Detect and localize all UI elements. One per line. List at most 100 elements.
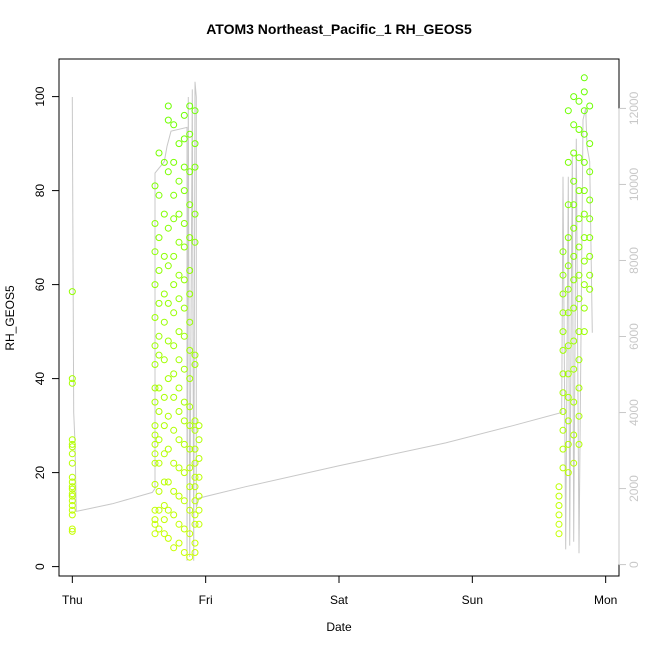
data-point [170,487,178,495]
data-point [164,262,172,270]
data-point [151,516,159,524]
data-point [151,182,159,190]
data-point [164,168,172,176]
data-point [151,480,159,488]
points-layer [68,74,594,561]
data-point [180,398,188,406]
x-tick-label: Thu [62,593,83,607]
data-point [170,426,178,434]
data-point [151,398,159,406]
data-point [68,375,76,383]
y-axis-label: RH_GEOS5 [3,285,17,351]
data-point [160,318,168,326]
data-point [570,224,578,232]
data-point [564,440,572,448]
data-point [195,473,203,481]
data-point [570,431,578,439]
data-point [164,445,172,453]
data-point [180,111,188,119]
data-point [191,351,199,359]
data-point [186,464,194,472]
x-tick-label: Sun [462,593,483,607]
data-point [586,196,594,204]
data-point [151,422,159,430]
data-point [164,102,172,110]
data-point [191,140,199,148]
data-point [586,234,594,242]
data-point [186,483,194,491]
data-point [164,375,172,383]
data-point [580,107,588,115]
y-tick-label: 0 [33,563,47,570]
data-point [191,483,199,491]
data-point [180,163,188,171]
data-point [180,469,188,477]
data-point [191,539,199,547]
data-point [191,459,199,467]
data-point [559,370,567,378]
data-point [68,497,76,505]
data-point [151,450,159,458]
data-point [570,201,578,209]
data-point [195,506,203,514]
data-point [570,93,578,101]
data-point [186,168,194,176]
data-point [186,201,194,209]
data-point [175,140,183,148]
y2-tick-label: 2000 [627,475,641,502]
data-point [155,459,163,467]
data-point [559,389,567,397]
data-point [160,290,168,298]
data-point [570,177,578,185]
data-point [191,497,199,505]
data-point [559,445,567,453]
chart-title: ATOM3 Northeast_Pacific_1 RH_GEOS5 [206,21,472,37]
data-point [191,361,199,368]
y-tick-label: 20 [33,466,47,480]
data-point [186,318,194,326]
data-point [164,224,172,232]
data-point [191,511,199,519]
data-point [570,337,578,345]
data-point [68,511,76,519]
data-point [155,487,163,495]
data-point [191,473,199,481]
data-point [160,502,168,509]
data-point [180,187,188,195]
data-point [570,121,578,129]
data-point [155,408,163,415]
data-point [575,356,583,364]
data-point [186,102,194,110]
x-tick-label: Fri [199,593,213,607]
data-point [580,257,588,265]
data-point [170,393,178,401]
data-point [580,130,588,138]
data-point [160,252,168,260]
data-point [195,422,203,430]
data-point [186,422,194,430]
data-point [575,271,583,279]
data-point [180,549,188,556]
data-point [570,459,578,467]
data-point [160,450,168,458]
data-point [175,464,183,472]
data-point [570,365,578,373]
y-tick-label: 100 [33,86,47,106]
data-point [68,473,76,481]
data-point [575,295,583,303]
data-point [586,271,594,279]
data-point [559,426,567,434]
data-point [68,483,76,491]
data-point [175,295,183,303]
data-point [580,210,588,218]
data-point [580,74,588,82]
data-point [151,384,159,392]
data-point [175,328,183,336]
data-point [155,299,163,307]
x-axis: Thu Fri Sat Sun Mon [62,575,617,607]
data-point [586,140,594,148]
data-point [151,361,159,368]
data-point [564,107,572,115]
data-point [575,97,583,105]
data-point [195,492,203,500]
